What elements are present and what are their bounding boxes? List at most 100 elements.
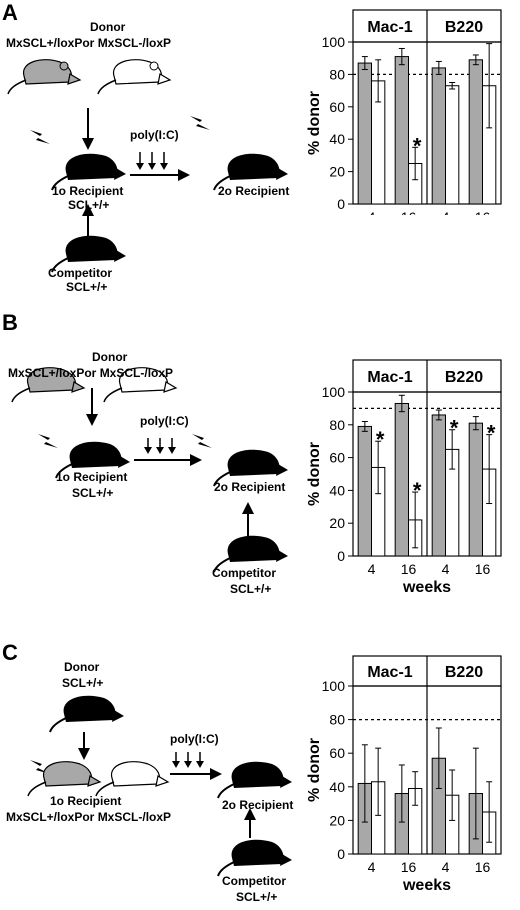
poly-ic-injection-arrows-icon (144, 438, 176, 454)
y-tick-label: 80 (329, 712, 345, 728)
panel-letter: A (2, 0, 18, 25)
group-label: Mac-1 (367, 664, 412, 681)
competitor-genotype: SCL+/+ (230, 582, 272, 596)
irradiation-bolt-icon (192, 434, 212, 448)
primary-recipient-mouse-icon (51, 153, 126, 191)
donor-title: Donor (92, 350, 128, 364)
bar (394, 56, 409, 205)
x-tick-label: 4 (442, 859, 450, 875)
x-axis-title: weeks (402, 579, 451, 596)
donor-mouse-grey-icon (7, 59, 82, 95)
bar-chart: Mac-1 B220 0 20 40 60 80 100 % donor * 4 * 16 * 4 * 16 we… (306, 359, 502, 596)
y-tick-label: 100 (322, 678, 346, 694)
significance-marker: * (413, 133, 422, 158)
secondary-recipient-mouse-icon (217, 761, 292, 799)
group-label: Mac-1 (367, 369, 412, 386)
competitor-genotype: SCL+/+ (66, 280, 108, 294)
group-label: B220 (445, 19, 483, 36)
y-axis-title: % donor (306, 738, 323, 802)
competitor-mouse-icon (51, 235, 126, 273)
bar (357, 425, 372, 557)
transfer-arrow-icon (130, 169, 190, 181)
y-axis-title: % donor (306, 442, 323, 506)
competitor-mouse-icon (213, 535, 288, 573)
y-tick-label: 100 (322, 34, 346, 50)
arrow-icon (242, 502, 254, 540)
competitor-label: Competitor (212, 566, 276, 580)
group-label: B220 (445, 369, 483, 386)
secondary-recipient-mouse-icon (213, 153, 288, 191)
panel-c: C (0, 640, 520, 910)
y-tick-label: 20 (329, 515, 345, 531)
donor-mouse-white-icon (103, 367, 178, 403)
donor-genotypes: MxSCL+/loxPor MxSCL-/loxP (8, 366, 174, 380)
primary-recipient-mouse-icon (55, 441, 130, 479)
bar (468, 59, 483, 205)
transfer-arrow-icon (170, 768, 222, 780)
donor-title: Donor (90, 20, 126, 34)
primary-recipient-genotype: SCL+/+ (68, 198, 110, 212)
irradiation-bolt-icon (30, 130, 50, 144)
panel-b: B (0, 310, 520, 610)
primary-recipient-genotype: MxSCL+/loxPor MxSCL-/loxP (6, 810, 172, 824)
significance-marker: * (487, 421, 496, 446)
primary-recipient-label: 1o Recipient (50, 794, 122, 808)
bar (394, 402, 409, 557)
x-tick-label: 4 (368, 209, 376, 215)
y-tick-label: 60 (329, 745, 345, 761)
y-tick-label: 20 (329, 164, 345, 180)
significance-marker: * (450, 416, 459, 441)
competitor-label: Competitor (48, 266, 112, 280)
x-tick-label: 16 (475, 859, 491, 875)
secondary-recipient-label: 2o Recipient (214, 480, 286, 494)
secondary-recipient-label: 2o Recipient (222, 798, 294, 812)
donor-title: Donor (64, 660, 100, 674)
transplant-schematic (27, 695, 292, 877)
panel-a: A (0, 0, 520, 300)
irradiation-bolt-icon (38, 434, 58, 448)
irradiation-bolt-icon (190, 116, 210, 130)
y-tick-label: 0 (337, 548, 345, 564)
poly-ic-injection-arrows-icon (172, 752, 204, 768)
x-tick-label: 4 (442, 561, 450, 577)
donor-mouse-black-icon (49, 695, 124, 733)
transplant-schematic (7, 59, 288, 273)
donor-mouse-white-icon (97, 59, 172, 95)
poly-ic-injection-arrows-icon (136, 152, 168, 170)
x-tick-label: 16 (401, 561, 417, 577)
y-tick-label: 80 (329, 66, 345, 82)
transplant-schematic (11, 367, 288, 573)
y-tick-label: 40 (329, 131, 345, 147)
transfer-arrow-icon (134, 454, 202, 466)
y-tick-label: 80 (329, 417, 345, 433)
primary-recipient-mouse-white-icon (95, 761, 170, 797)
bar (445, 85, 460, 205)
arrow-icon (82, 108, 94, 150)
x-tick-label: 16 (475, 561, 491, 577)
x-axis-title: weeks (402, 877, 451, 894)
y-tick-label: 0 (337, 846, 345, 862)
y-tick-label: 100 (322, 384, 346, 400)
x-tick-label: 16 (401, 209, 417, 215)
competitor-mouse-icon (217, 839, 292, 877)
significance-marker: * (413, 478, 422, 503)
x-tick-label: 16 (475, 209, 491, 215)
bar (357, 62, 372, 205)
arrow-icon (78, 732, 90, 760)
treatment-label: poly(I:C) (170, 732, 219, 746)
y-axis-title: % donor (306, 91, 323, 155)
secondary-recipient-label: 2o Recipient (218, 184, 290, 198)
donor-genotypes: MxSCL+/loxPor MxSCL-/loxP (6, 36, 172, 50)
secondary-recipient-mouse-icon (213, 449, 288, 487)
significance-marker: * (376, 427, 385, 452)
primary-recipient-label: 1o Recipient (52, 184, 124, 198)
treatment-label: poly(I:C) (130, 128, 179, 142)
arrow-icon (244, 808, 256, 838)
bar (431, 414, 446, 557)
primary-recipient-mouse-grey-icon (27, 761, 102, 797)
primary-recipient-genotype: SCL+/+ (72, 486, 114, 500)
y-tick-label: 0 (337, 196, 345, 212)
arrow-icon (86, 388, 98, 426)
bar (468, 422, 483, 557)
